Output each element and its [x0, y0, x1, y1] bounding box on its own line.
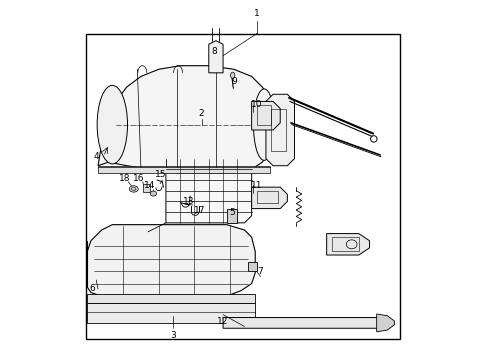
Polygon shape — [98, 66, 272, 173]
Polygon shape — [98, 166, 269, 173]
Ellipse shape — [150, 191, 156, 196]
Ellipse shape — [97, 85, 127, 164]
Text: 13: 13 — [183, 197, 195, 206]
Text: 6: 6 — [90, 284, 95, 293]
Polygon shape — [251, 102, 280, 130]
Text: 16: 16 — [133, 174, 144, 183]
Polygon shape — [87, 303, 255, 323]
Polygon shape — [87, 294, 255, 303]
Polygon shape — [227, 208, 237, 223]
Text: 7: 7 — [257, 267, 263, 276]
Ellipse shape — [129, 186, 138, 192]
Polygon shape — [265, 94, 294, 166]
Text: 4: 4 — [93, 152, 99, 161]
Polygon shape — [87, 225, 255, 296]
Polygon shape — [223, 318, 386, 328]
Ellipse shape — [230, 72, 234, 78]
Text: 1: 1 — [254, 9, 259, 18]
Text: 15: 15 — [155, 170, 166, 179]
Polygon shape — [376, 314, 394, 332]
Text: 11: 11 — [251, 181, 262, 190]
Text: 18: 18 — [119, 174, 130, 183]
Polygon shape — [208, 41, 223, 73]
Bar — [85, 33, 399, 339]
Text: 14: 14 — [144, 181, 155, 190]
Text: 8: 8 — [211, 47, 217, 56]
Text: 12: 12 — [217, 316, 228, 325]
Text: 5: 5 — [229, 208, 234, 217]
Polygon shape — [251, 187, 287, 208]
Polygon shape — [247, 262, 257, 271]
Text: 3: 3 — [170, 331, 176, 340]
Ellipse shape — [253, 89, 274, 160]
Polygon shape — [142, 184, 149, 192]
Text: 2: 2 — [199, 109, 204, 118]
Text: 10: 10 — [251, 100, 262, 109]
Text: 17: 17 — [194, 206, 205, 215]
Polygon shape — [165, 158, 251, 223]
Ellipse shape — [370, 136, 376, 142]
Polygon shape — [326, 234, 369, 255]
Text: 9: 9 — [230, 77, 236, 86]
